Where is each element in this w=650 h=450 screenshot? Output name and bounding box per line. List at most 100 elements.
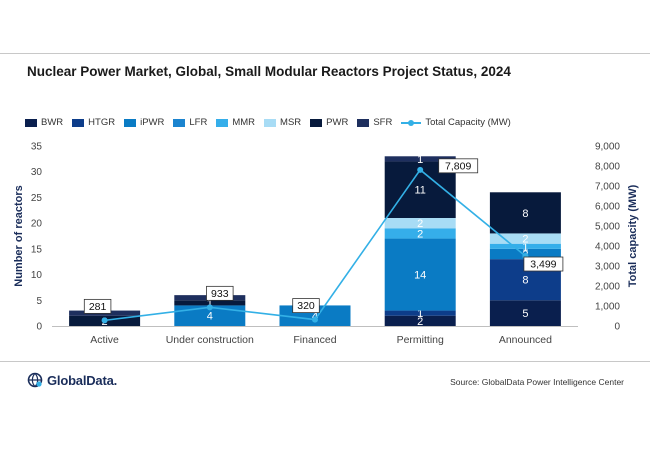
bar-data-label: 1 — [522, 241, 528, 253]
y-tick-label: 5 — [36, 296, 42, 307]
legend-item-pwr: PWR — [310, 117, 348, 128]
legend-item-msr: MSR — [264, 117, 301, 128]
capacity-point — [101, 317, 108, 324]
y2-tick-label: 0 — [614, 322, 620, 333]
bar-pwr — [174, 300, 246, 306]
bottom-divider — [0, 361, 650, 362]
bar-data-label: 1 — [207, 298, 213, 310]
legend-swatch-sfr — [357, 118, 370, 127]
capacity-line — [104, 168, 526, 322]
bar-msr — [489, 233, 561, 244]
legend-label: Total Capacity (MW) — [425, 117, 511, 128]
y2-tick-label: 6,000 — [595, 202, 620, 213]
y2-tick-label: 2,000 — [595, 282, 620, 293]
legend-item-sfr: SFR — [357, 117, 392, 128]
legend-label: LFR — [189, 117, 208, 128]
y2-tick-label: 4,000 — [595, 242, 620, 253]
bar-data-label: 14 — [414, 270, 426, 282]
bar-mmr — [384, 228, 456, 239]
y2-tick-label: 3,000 — [595, 262, 620, 273]
y-tick-label: 0 — [36, 322, 42, 333]
y-tick-label: 35 — [31, 142, 43, 153]
capacity-point — [312, 316, 318, 323]
y2-tick-label: 1,000 — [595, 302, 620, 313]
capacity-label-box — [206, 285, 234, 301]
chart-legend: BWR HTGR iPWR LFR MMR MSR PWR SFR Total … — [25, 117, 520, 128]
capacity-data-label: 3,499 — [530, 259, 556, 271]
bar-data-label: 2 — [417, 316, 423, 328]
legend-item-htgr: HTGR — [72, 117, 115, 128]
bar-ipwr — [174, 305, 246, 326]
bar-data-label: 11 — [414, 185, 425, 197]
legend-label: MSR — [280, 117, 302, 128]
y2-tick-label: 5,000 — [595, 222, 620, 233]
legend-line-icon — [401, 119, 422, 127]
legend-item-bwr: BWR — [25, 117, 63, 128]
capacity-data-label: 320 — [297, 300, 315, 312]
bar-data-label: 4 — [207, 311, 213, 323]
legend-label: MMR — [232, 117, 256, 128]
bar-ipwr — [384, 238, 456, 311]
capacity-label-box — [438, 158, 479, 174]
bar-bwr — [384, 315, 456, 326]
capacity-data-label: 281 — [89, 301, 107, 313]
y-tick-label: 15 — [31, 244, 43, 255]
legend-swatch-lfr — [173, 118, 186, 127]
bar-bwr — [489, 300, 561, 326]
y2-tick-label: 7,000 — [595, 182, 620, 193]
bar-data-label: 2 — [417, 228, 423, 240]
bar-msr — [384, 218, 456, 229]
legend-item-total-capacity: Total Capacity (MW) — [401, 117, 511, 128]
legend-label: PWR — [326, 117, 349, 128]
capacity-point — [417, 166, 424, 173]
bar-data-label: 2 — [522, 234, 528, 246]
y-tick-label: 25 — [31, 193, 43, 204]
bar-mmr — [489, 243, 561, 249]
bar-data-label: 8 — [522, 275, 528, 287]
legend-swatch-bwr — [25, 118, 37, 127]
globe-icon — [27, 372, 43, 388]
bar-data-label: 1 — [417, 154, 423, 166]
bar-data-label: 8 — [522, 208, 528, 220]
x-category-label: Under construction — [166, 334, 254, 346]
y-tick-label: 30 — [31, 167, 43, 178]
bar-pwr — [489, 192, 561, 234]
legend-label: SFR — [373, 117, 393, 128]
bar-data-label: 2 — [417, 218, 423, 230]
capacity-label-box — [292, 298, 320, 314]
bar-htgr — [384, 310, 456, 316]
logo-text: GlobalData. — [47, 372, 118, 388]
capacity-label-box — [83, 298, 112, 314]
bar-sfr — [384, 156, 456, 162]
x-category-label: Permitting — [397, 334, 444, 346]
bar-data-label: 1 — [417, 308, 423, 320]
capacity-label-box — [523, 256, 564, 272]
x-category-label: Announced — [499, 334, 552, 346]
x-category-label: Active — [90, 334, 119, 346]
y-tick-label: 10 — [31, 270, 43, 281]
source-note: Source: GlobalData Power Intelligence Ce… — [450, 377, 624, 387]
legend-item-mmr: MMR — [216, 117, 255, 128]
capacity-data-label: 7,809 — [445, 160, 471, 172]
legend-label: BWR — [41, 117, 64, 128]
y2-tick-label: 8,000 — [595, 162, 620, 173]
legend-swatch-htgr — [72, 118, 85, 127]
legend-swatch-ipwr — [124, 118, 137, 127]
y2-axis-title: Total capacity (MW) — [627, 184, 639, 287]
bar-data-label: 5 — [522, 308, 528, 320]
y-tick-label: 20 — [31, 219, 43, 230]
y-axis-title: Number of reactors — [13, 185, 25, 286]
legend-swatch-msr — [264, 118, 277, 127]
x-category-label: Financed — [293, 334, 336, 346]
legend-item-ipwr: iPWR — [124, 117, 164, 128]
top-divider — [0, 53, 650, 54]
chart-title: Nuclear Power Market, Global, Small Modu… — [27, 64, 511, 79]
legend-label: HTGR — [88, 117, 116, 128]
y2-tick-label: 9,000 — [595, 142, 620, 153]
legend-label: iPWR — [140, 117, 165, 128]
capacity-data-label: 933 — [211, 288, 229, 300]
globaldata-logo: GlobalData. — [27, 372, 117, 388]
legend-item-lfr: LFR — [173, 117, 207, 128]
legend-swatch-mmr — [216, 118, 229, 127]
